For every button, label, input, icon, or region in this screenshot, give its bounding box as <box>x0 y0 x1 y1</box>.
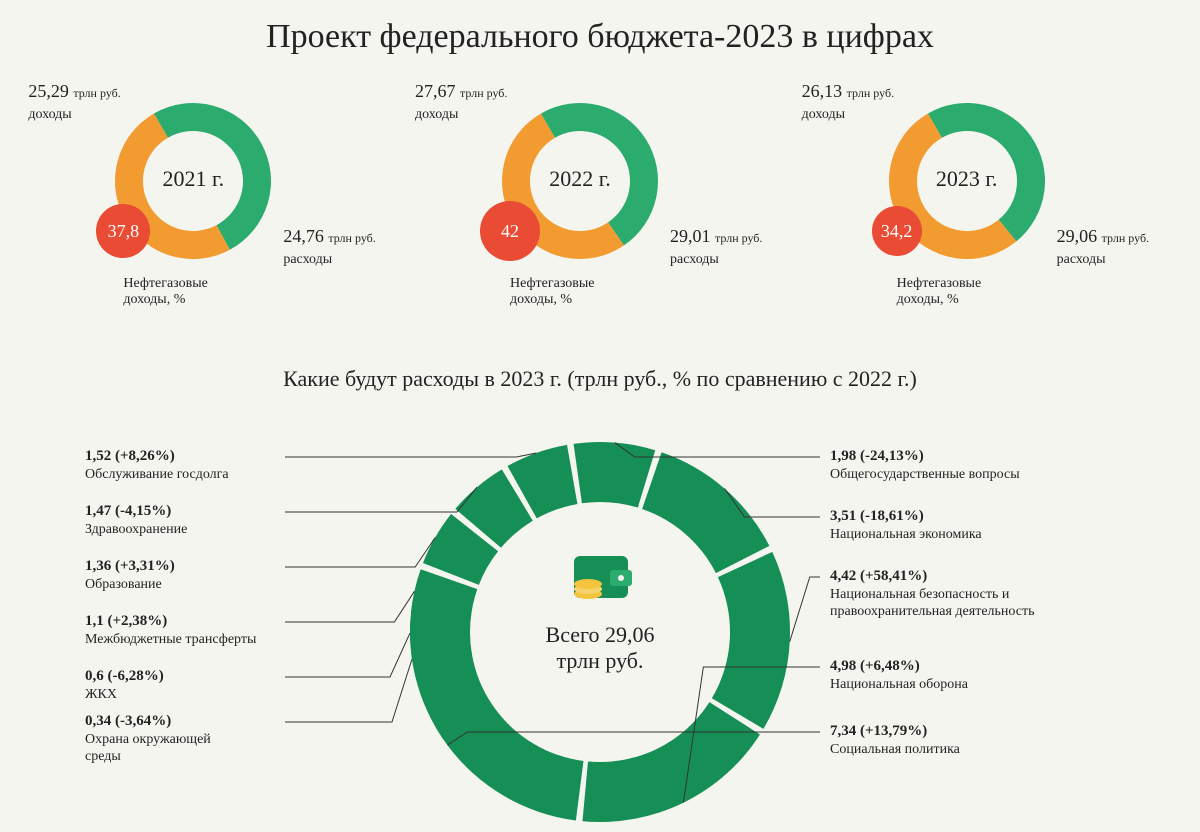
donut-2021: 2021 г. 37,8 25,29 трлн руб.доходы 24,76 тр… <box>23 81 403 331</box>
category-label: 1,36 (+3,31%)Образование <box>85 557 175 593</box>
oil-label: Нефтегазовыедоходы, % <box>510 276 595 308</box>
donut-2023: 2023 г. 34,2 26,13 трлн руб.доходы 29,06 тр… <box>797 81 1177 331</box>
donut-year: 2021 г. <box>143 166 243 192</box>
category-label: 4,98 (+6,48%)Национальная оборона <box>830 657 968 693</box>
oil-badge: 42 <box>480 201 540 261</box>
expense-label: 24,76 трлн руб.расходы <box>283 226 375 268</box>
category-label: 1,98 (-24,13%)Общегосударственные вопрос… <box>830 447 1020 483</box>
oil-badge: 37,8 <box>96 204 150 258</box>
page-title: Проект федерального бюджета-2023 в цифра… <box>0 0 1200 81</box>
category-label: 0,34 (-3,64%)Охрана окружающейсреды <box>85 712 211 766</box>
oil-badge: 34,2 <box>872 206 922 256</box>
donut-2022: 2022 г. 42 27,67 трлн руб.доходы 29,01 трлн… <box>410 81 790 331</box>
oil-label: Нефтегазовыедоходы, % <box>123 276 208 308</box>
expense-label: 29,01 трлн руб.расходы <box>670 226 762 268</box>
big-ring-area: Всего 29,06трлн руб.1,52 (+8,26%)Обслужи… <box>0 412 1200 812</box>
category-label: 0,6 (-6,28%)ЖКХ <box>85 667 164 703</box>
oil-label: Нефтегазовыедоходы, % <box>897 276 982 308</box>
category-label: 1,52 (+8,26%)Обслуживание госдолга <box>85 447 229 483</box>
category-label: 3,51 (-18,61%)Национальная экономика <box>830 507 982 543</box>
expense-label: 29,06 трлн руб.расходы <box>1057 226 1149 268</box>
category-label: 7,34 (+13,79%)Социальная политика <box>830 722 960 758</box>
donut-year: 2023 г. <box>917 166 1017 192</box>
income-label: 25,29 трлн руб.доходы <box>28 81 120 123</box>
category-label: 1,1 (+2,38%)Межбюджетные трансферты <box>85 612 256 648</box>
category-label: 1,47 (-4,15%)Здравоохранение <box>85 502 187 538</box>
income-label: 26,13 трлн руб.доходы <box>802 81 894 123</box>
donuts-row: 2021 г. 37,8 25,29 трлн руб.доходы 24,76 тр… <box>0 81 1200 331</box>
donut-year: 2022 г. <box>530 166 630 192</box>
category-label: 4,42 (+58,41%)Национальная безопасность … <box>830 567 1034 621</box>
income-label: 27,67 трлн руб.доходы <box>415 81 507 123</box>
subtitle: Какие будут расходы в 2023 г. (трлн руб.… <box>0 366 1200 392</box>
